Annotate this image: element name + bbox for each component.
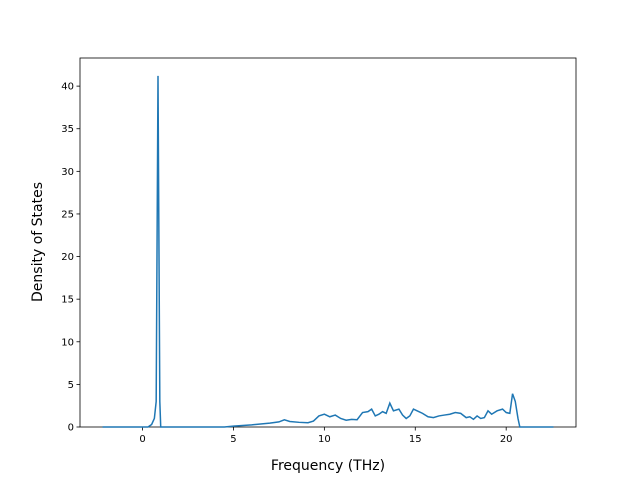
y-tick-label: 0 <box>68 423 74 434</box>
x-tick-label: 15 <box>409 434 422 445</box>
y-tick-label: 30 <box>61 167 74 178</box>
plot-frame <box>79 57 577 428</box>
y-tick-label: 40 <box>61 82 74 93</box>
x-tick-label: 5 <box>230 434 236 445</box>
y-tick-label: 15 <box>61 295 74 306</box>
y-tick-label: 35 <box>61 124 74 135</box>
y-tick-label: 5 <box>68 380 74 391</box>
x-tick-label: 10 <box>318 434 331 445</box>
y-tick-label: 25 <box>61 209 74 220</box>
x-axis-label: Frequency (THz) <box>271 458 385 474</box>
x-tick-label: 20 <box>500 434 513 445</box>
x-tick-label: 0 <box>139 434 145 445</box>
y-tick-label: 10 <box>61 337 74 348</box>
line <box>102 75 554 428</box>
y-axis-label: Density of States <box>30 182 46 302</box>
y-tick-label: 20 <box>61 252 74 263</box>
